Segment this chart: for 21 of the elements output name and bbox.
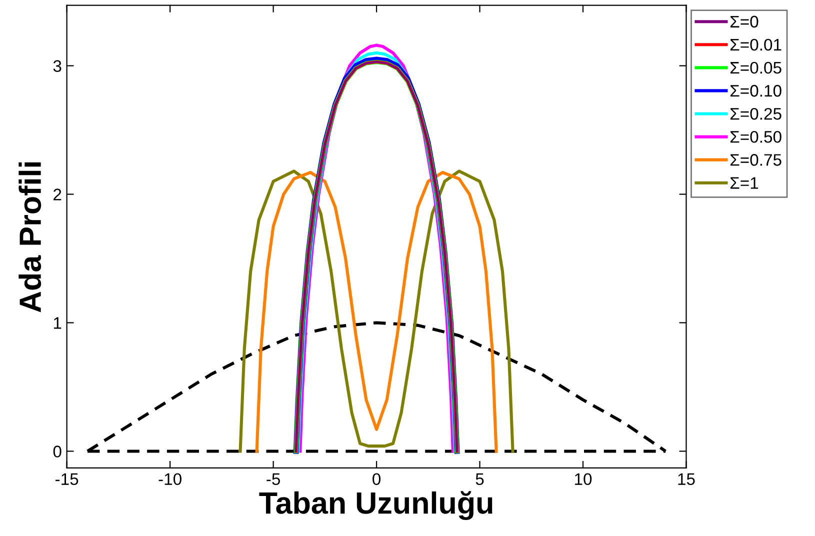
x-tick-label: -10 (158, 473, 182, 486)
legend-label: Σ=0.50 (730, 130, 782, 143)
x-tick-label: 10 (575, 473, 592, 486)
y-tick-label: 1 (54, 317, 62, 329)
x-tick-label: -5 (266, 473, 280, 486)
legend-label: Σ=1 (730, 177, 758, 189)
legend-label: Σ=0.10 (730, 84, 782, 97)
x-tick-label: 5 (476, 473, 484, 486)
legend-label: Σ=0.05 (730, 62, 782, 74)
x-tick-label: 15 (678, 473, 695, 486)
legend-label: Σ=0.01 (730, 38, 782, 51)
x-tick-label: 0 (372, 473, 381, 486)
y-tick-label: 0 (53, 446, 62, 458)
y-tick-label: 3 (53, 60, 62, 72)
legend-label: Σ=0.75 (730, 154, 782, 166)
y-axis-title: Ada Profili (18, 162, 42, 312)
x-axis-title: Taban Uzunluğu (259, 491, 492, 520)
y-tick-label: 2 (54, 188, 62, 200)
legend-label: Σ=0 (730, 16, 758, 28)
x-tick-label: -15 (56, 473, 78, 486)
legend-label: Σ=0.25 (730, 108, 782, 120)
